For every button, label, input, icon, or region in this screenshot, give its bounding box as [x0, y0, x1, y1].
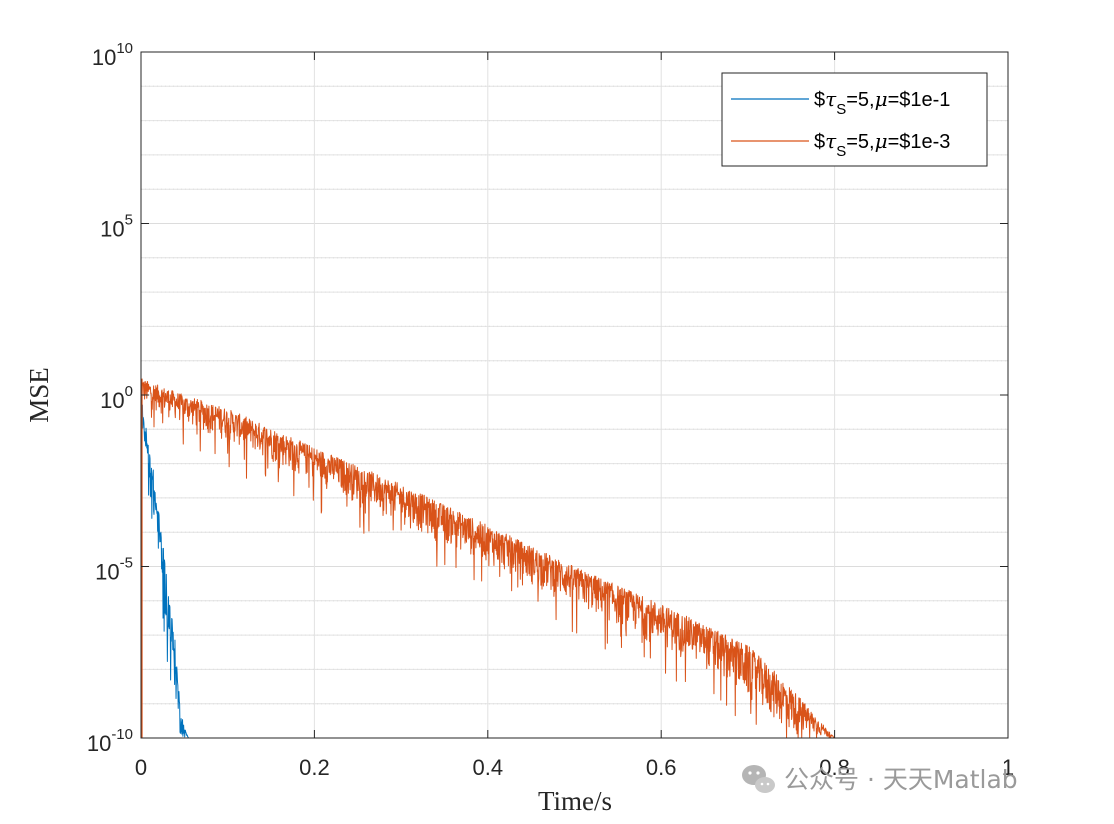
- legend-text-suffix: =$1e-1: [888, 89, 951, 111]
- x-axis-label: Time/s: [538, 786, 612, 816]
- y-tick-base: 10: [92, 45, 116, 70]
- legend-text-prefix: $: [814, 89, 825, 111]
- x-tick-label: 0.8: [819, 755, 850, 780]
- legend-label: $τS=5,μ=$1e-1: [814, 87, 950, 118]
- y-tick-label: 10-5: [95, 555, 133, 585]
- legend-subscript: S: [836, 143, 846, 160]
- legend-text-mid: =5,: [846, 131, 874, 153]
- wechat-icon: [742, 765, 775, 793]
- x-tick-label: 1: [1002, 755, 1014, 780]
- x-tick-label: 0.2: [299, 755, 330, 780]
- legend-symbol-tau: τ: [825, 87, 837, 111]
- legend-subscript: S: [836, 101, 846, 118]
- y-tick-exponent: 5: [125, 212, 133, 229]
- legend-symbol-tau: τ: [825, 129, 837, 153]
- major-grid: [141, 52, 1008, 738]
- watermark-text: 公众号 · 天天Matlab: [784, 765, 1018, 794]
- y-tick-exponent: -5: [120, 555, 133, 572]
- x-tick-label: 0.4: [473, 755, 504, 780]
- x-tick-labels: 0 0.2 0.4 0.6 0.8 1: [135, 52, 1014, 780]
- legend: $τS=5,μ=$1e-1$τS=5,μ=$1e-3: [721, 72, 988, 167]
- y-tick-label: 10-10: [87, 726, 133, 756]
- legend-box: [721, 72, 988, 167]
- x-tick-label: 0.6: [646, 755, 677, 780]
- y-tick-label: 105: [100, 212, 133, 242]
- y-tick-exponent: 10: [116, 40, 133, 57]
- y-tick-base: 10: [87, 731, 111, 756]
- y-tick-label: 100: [100, 383, 133, 413]
- legend-text-prefix: $: [814, 131, 825, 153]
- legend-symbol-mu: μ: [875, 129, 888, 153]
- y-tick-base: 10: [100, 217, 124, 242]
- legend-label: $τS=5,μ=$1e-3: [814, 129, 950, 160]
- y-tick-label: 1010: [92, 40, 133, 70]
- y-tick-exponent: 0: [125, 383, 133, 400]
- y-tick-base: 10: [100, 388, 124, 413]
- legend-symbol-mu: μ: [875, 87, 888, 111]
- watermark: 公众号 · 天天Matlab: [742, 765, 1018, 794]
- y-tick-base: 10: [95, 560, 119, 585]
- x-tick-label: 0: [135, 755, 147, 780]
- legend-text-mid: =5,: [846, 89, 874, 111]
- legend-items: $τS=5,μ=$1e-1$τS=5,μ=$1e-3: [731, 87, 950, 160]
- legend-text-suffix: =$1e-3: [888, 131, 951, 153]
- y-axis-label: MSE: [24, 367, 54, 423]
- y-tick-exponent: -10: [111, 726, 133, 743]
